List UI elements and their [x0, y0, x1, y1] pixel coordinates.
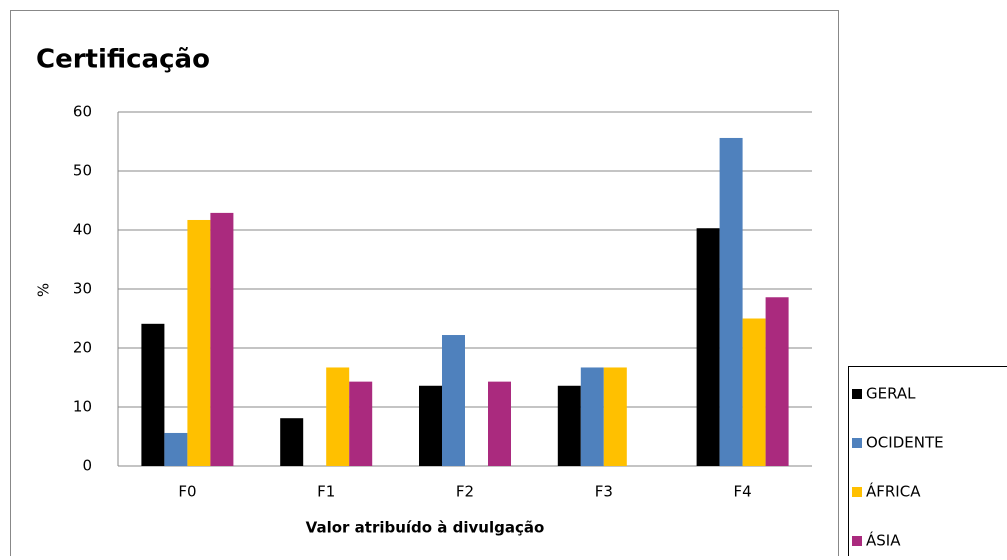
bar: [604, 367, 627, 466]
x-tick-label: F0: [178, 483, 196, 501]
bar: [743, 319, 766, 467]
bar: [720, 138, 743, 466]
legend-swatch: [852, 438, 862, 448]
bar: [164, 433, 187, 466]
bar: [766, 297, 789, 466]
y-tick-label: 60: [73, 103, 92, 121]
x-tick-label: F4: [734, 483, 752, 501]
y-tick-label: 50: [73, 162, 92, 180]
bar: [187, 220, 210, 466]
x-axis-label: Valor atribuído à divulgação: [306, 519, 545, 537]
legend-label: ÁSIA: [866, 531, 901, 550]
y-tick-label: 30: [73, 280, 92, 298]
bar: [280, 418, 303, 466]
bar: [419, 386, 442, 466]
bar: [581, 367, 604, 466]
bar: [141, 324, 164, 466]
legend-label: GERAL: [866, 385, 916, 403]
bar: [488, 382, 511, 466]
x-tick-label: F2: [456, 483, 474, 501]
y-axis-label: %: [35, 283, 53, 297]
y-tick-label: 20: [73, 339, 92, 357]
bar: [326, 367, 349, 466]
bar: [349, 382, 372, 466]
x-tick-label: F3: [595, 483, 613, 501]
y-tick-label: 0: [82, 457, 92, 475]
bar: [210, 213, 233, 466]
legend-label: ÁFRICA: [866, 482, 921, 501]
legend-swatch: [852, 536, 862, 546]
x-tick-label: F1: [317, 483, 335, 501]
bar: [558, 386, 581, 466]
bar: [442, 335, 465, 466]
legend-swatch: [852, 487, 862, 497]
chart-title: Certificação: [36, 45, 210, 75]
legend-label: OCIDENTE: [866, 434, 944, 452]
y-tick-label: 40: [73, 221, 92, 239]
legend-swatch: [852, 389, 862, 399]
y-tick-label: 10: [73, 398, 92, 416]
bar: [697, 228, 720, 466]
